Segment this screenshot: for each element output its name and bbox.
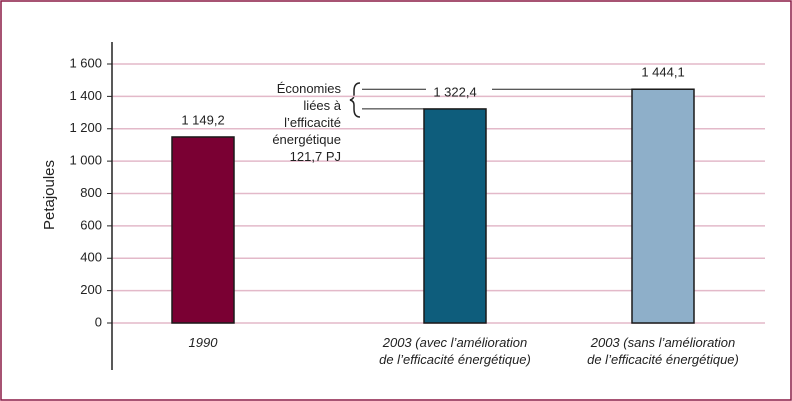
y-tick-label: 800 <box>80 185 102 200</box>
x-tick-label: 2003 (avec l’amélioration de l’efficacit… <box>379 335 531 367</box>
brace <box>349 82 361 118</box>
y-tick-label: 600 <box>80 217 102 232</box>
data-label: 1 149,2 <box>181 112 224 127</box>
y-tick-label: 1 400 <box>69 88 102 103</box>
annotation: Économies liées à l’efficacité énergétiq… <box>272 81 341 164</box>
data-label: 1 322,4 <box>433 84 476 99</box>
bar <box>171 136 235 324</box>
y-tick-label: 1 600 <box>69 55 102 70</box>
y-tick-label: 400 <box>80 250 102 265</box>
y-tick-label: 1 000 <box>69 153 102 168</box>
x-tick-label: 2003 (sans l’amélioration de l’efficacit… <box>587 335 739 367</box>
y-tick-label: 200 <box>80 282 102 297</box>
y-axis-label: Petajoules <box>41 160 58 230</box>
data-label: 1 444,1 <box>641 65 684 80</box>
y-tick-label: 0 <box>95 314 102 329</box>
bar <box>423 108 487 324</box>
x-tick-label: 1990 <box>188 335 218 350</box>
y-tick-label: 1 200 <box>69 120 102 135</box>
bar <box>631 88 695 324</box>
